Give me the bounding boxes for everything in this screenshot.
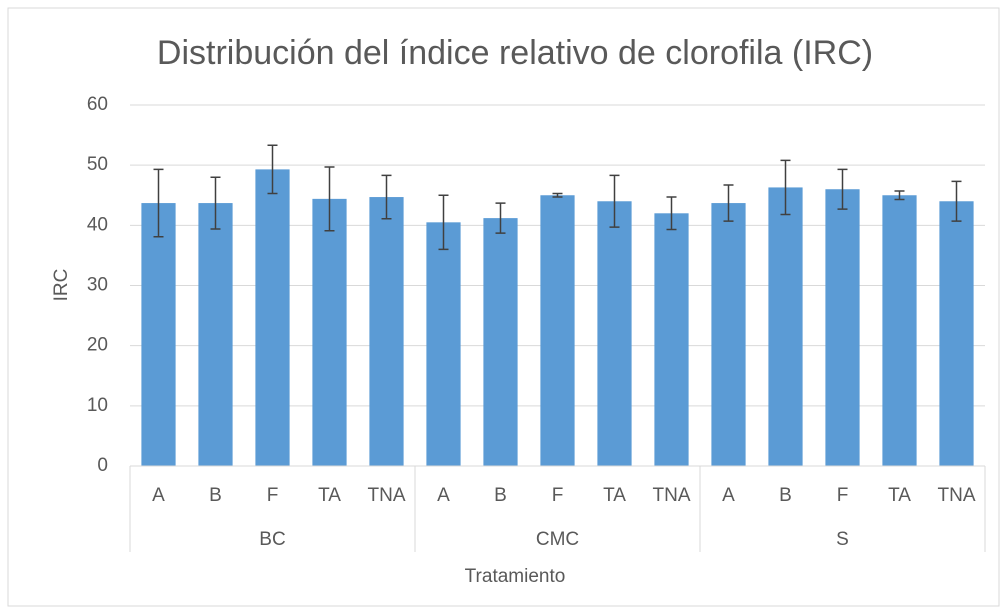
x-tick-label: F xyxy=(552,485,564,506)
error-bar xyxy=(153,168,164,238)
bar xyxy=(483,218,518,466)
group-label: S xyxy=(836,529,849,550)
y-axis-title: IRC xyxy=(51,269,72,302)
error-bar xyxy=(381,174,392,220)
x-tick-label: TNA xyxy=(653,485,691,506)
group-label: BC xyxy=(259,529,285,550)
error-bar xyxy=(438,194,449,251)
y-tick-label: 0 xyxy=(97,455,108,476)
error-bar xyxy=(495,202,506,234)
x-tick-label: TNA xyxy=(938,485,976,506)
bar xyxy=(654,213,689,466)
x-tick-label: TA xyxy=(888,485,911,506)
bar xyxy=(768,187,803,466)
y-tick-label: 50 xyxy=(87,154,108,175)
x-axis-title: Tratamiento xyxy=(465,566,566,587)
error-bar xyxy=(210,176,221,230)
error-bar xyxy=(267,144,278,195)
x-tick-label: A xyxy=(437,485,450,506)
bar xyxy=(312,198,347,467)
x-tick-label: TA xyxy=(318,485,341,506)
y-tick-label: 30 xyxy=(87,275,108,296)
x-tick-label: F xyxy=(267,485,279,506)
error-bar xyxy=(837,168,848,210)
group-label: CMC xyxy=(536,529,579,550)
error-bar xyxy=(894,190,905,201)
bar xyxy=(882,195,917,466)
bar xyxy=(711,203,746,467)
x-tick-label: B xyxy=(494,485,507,506)
error-bar xyxy=(723,184,734,222)
y-tick-label: 10 xyxy=(87,395,108,416)
bar xyxy=(255,169,290,466)
error-bar xyxy=(552,192,563,198)
bar xyxy=(369,197,404,466)
error-bar xyxy=(324,166,335,232)
error-bar xyxy=(780,159,791,216)
y-tick-label: 60 xyxy=(87,94,108,115)
bar xyxy=(540,195,575,466)
x-tick-label: TNA xyxy=(368,485,406,506)
bar xyxy=(426,222,461,466)
y-tick-label: 20 xyxy=(87,335,108,356)
bar xyxy=(597,201,632,466)
bar xyxy=(825,189,860,466)
x-tick-label: B xyxy=(209,485,222,506)
bar xyxy=(939,201,974,466)
bar xyxy=(141,203,176,467)
x-tick-label: F xyxy=(837,485,849,506)
x-tick-label: A xyxy=(152,485,165,506)
error-bar xyxy=(666,196,677,231)
x-tick-label: A xyxy=(722,485,735,506)
chart-title: Distribución del índice relativo de clor… xyxy=(157,34,873,72)
x-tick-label: TA xyxy=(603,485,626,506)
bar xyxy=(198,203,233,467)
error-bar xyxy=(951,180,962,222)
error-bar xyxy=(609,174,620,228)
x-tick-label: B xyxy=(779,485,792,506)
y-tick-label: 40 xyxy=(87,214,108,235)
